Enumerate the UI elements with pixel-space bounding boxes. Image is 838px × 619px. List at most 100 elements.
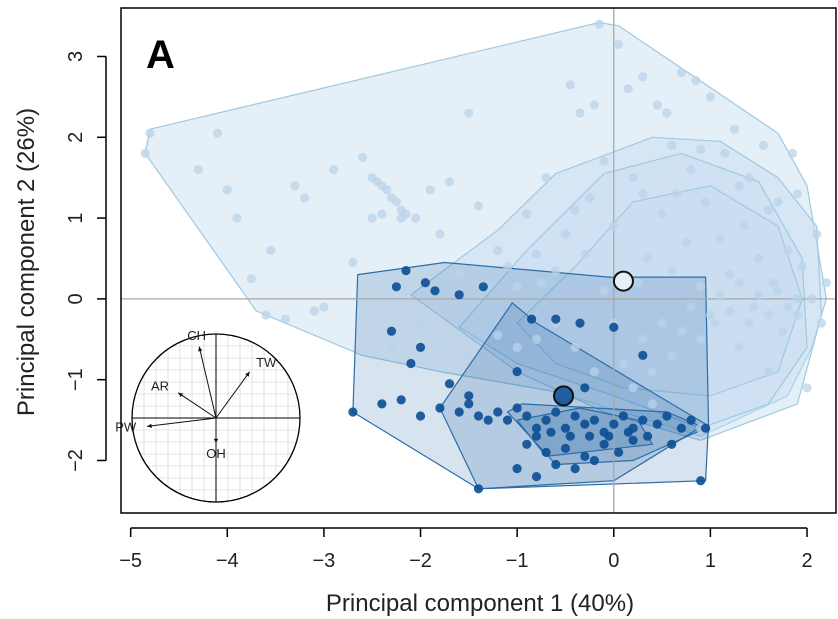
dark-point	[406, 358, 416, 369]
light-point	[599, 156, 609, 167]
dark-point	[473, 484, 484, 494]
light-point	[763, 367, 774, 377]
x-tick-label: −5	[119, 550, 142, 572]
loading-label: CH	[187, 328, 206, 343]
dark-point	[541, 415, 551, 425]
dark-point	[628, 435, 638, 445]
light-point	[807, 294, 817, 304]
y-tick-label: 3	[65, 51, 87, 62]
light-point	[686, 302, 696, 312]
light-point	[773, 197, 783, 207]
light-point	[696, 334, 706, 344]
light-point	[821, 278, 831, 288]
light-point	[715, 233, 725, 243]
light-point	[681, 237, 691, 247]
light-point	[628, 173, 638, 183]
light-point	[232, 213, 242, 223]
dark-point	[696, 476, 706, 486]
light-point	[816, 318, 827, 328]
dark-point	[483, 415, 493, 425]
light-point	[145, 128, 155, 138]
light-point	[734, 278, 745, 288]
inset-unit-circle	[131, 333, 301, 503]
light-point	[720, 148, 730, 158]
light-point	[614, 39, 624, 50]
dark-point	[464, 399, 474, 409]
point-layer	[140, 19, 831, 494]
dark-point	[623, 427, 633, 437]
dark-point	[580, 419, 590, 429]
dark-point	[415, 342, 426, 352]
x-tick-label: −3	[312, 550, 335, 572]
dark-point	[454, 407, 464, 417]
light-point	[758, 140, 769, 150]
light-point	[657, 318, 667, 328]
x-tick-label: −4	[216, 550, 239, 572]
loading-label: AR	[151, 379, 169, 394]
loading-vector	[215, 371, 251, 419]
light-point	[329, 165, 339, 175]
dark-point	[638, 350, 648, 360]
dark-point	[430, 286, 440, 296]
light-point	[797, 262, 807, 272]
light-point	[454, 270, 464, 280]
light-point	[638, 72, 648, 82]
dark-point	[522, 439, 532, 449]
light-point	[266, 245, 276, 255]
light-point	[643, 253, 653, 264]
light-point	[401, 209, 411, 219]
light-point	[585, 193, 595, 203]
light-point	[725, 306, 735, 316]
light-point	[676, 326, 687, 336]
dark-point	[444, 379, 455, 389]
light-point	[522, 209, 532, 219]
light-point	[300, 193, 310, 203]
dark-point	[580, 451, 590, 461]
light-point	[696, 144, 706, 154]
light-hull-1	[410, 136, 823, 441]
dark-point	[604, 431, 614, 441]
dark-point	[599, 439, 609, 449]
light-point	[647, 367, 658, 377]
light-point	[773, 286, 783, 296]
x-tick-label: 1	[705, 550, 716, 572]
light-point	[609, 221, 619, 231]
light-point	[411, 213, 421, 223]
dark-point	[493, 407, 503, 417]
dark-hull-0	[352, 261, 710, 490]
light-point	[246, 274, 256, 284]
dark-point	[541, 447, 551, 457]
light-point	[425, 185, 435, 195]
light-point	[348, 257, 358, 268]
light-point	[473, 201, 484, 211]
light-point	[290, 181, 300, 191]
light-point	[792, 189, 803, 199]
dark-point	[570, 411, 580, 421]
light-point	[382, 185, 392, 195]
light-point	[444, 177, 455, 187]
dark-point	[551, 314, 561, 324]
y-tick-label: −2	[65, 449, 87, 472]
dark-point	[531, 431, 542, 441]
dark-point	[386, 326, 397, 336]
dark-point	[546, 427, 556, 437]
light-point	[531, 334, 542, 344]
light-point	[787, 148, 798, 158]
light-point	[415, 318, 426, 328]
light-point	[575, 108, 585, 118]
light-point	[512, 342, 522, 352]
plot-frame	[120, 7, 837, 514]
y-axis: −2 −1 0 1 2 3	[65, 51, 107, 472]
dark-point	[585, 431, 595, 441]
light-point	[647, 399, 658, 409]
loading-vector	[177, 392, 217, 419]
dark-point	[575, 318, 585, 328]
dark-point	[391, 282, 401, 292]
dark-point	[560, 423, 571, 433]
y-tick-label: 0	[65, 293, 87, 304]
light-centroid	[612, 270, 634, 292]
dark-point	[609, 322, 619, 332]
light-point	[676, 68, 687, 78]
light-hull-0	[144, 21, 827, 437]
